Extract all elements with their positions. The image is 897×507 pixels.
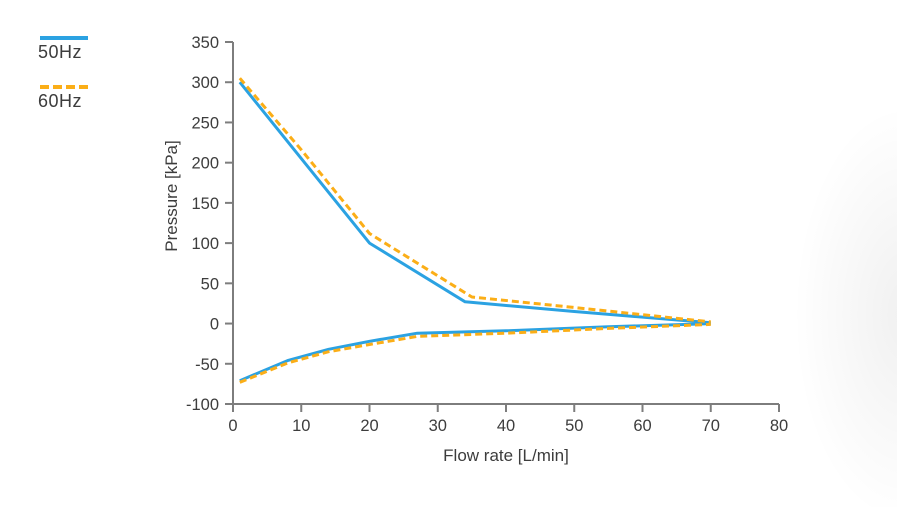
y-axis-title: Pressure [kPa] (162, 140, 181, 252)
chart-legend: 50Hz 60Hz (38, 28, 128, 126)
axis-spines (232, 42, 779, 405)
y-tick-label: 0 (210, 316, 219, 334)
y-tick-label: -50 (195, 356, 219, 374)
x-tick-label: 70 (702, 417, 720, 435)
x-axis-title: Flow rate [L/min] (443, 446, 569, 465)
series-60hz-curve (238, 77, 711, 324)
legend-line-60hz-icon (40, 77, 88, 89)
x-tick-label: 80 (770, 417, 788, 435)
legend-line-50hz-icon (40, 28, 88, 40)
y-tick-label: 250 (191, 114, 219, 132)
series-50hz-curve (238, 81, 711, 325)
y-tick-label: -100 (186, 396, 219, 414)
x-tick-label: 30 (429, 417, 447, 435)
y-tick-label: 50 (201, 275, 219, 293)
legend-label-60hz: 60Hz (38, 91, 83, 111)
series-60hz-curve (239, 322, 711, 384)
legend-swatch-line (40, 85, 88, 89)
y-tick-label: 300 (191, 74, 219, 92)
legend-swatch-line (40, 36, 88, 40)
y-tick-label: 200 (191, 155, 219, 173)
x-tick-label: 40 (497, 417, 515, 435)
x-tick-label: 0 (228, 417, 237, 435)
legend-item-60hz: 60Hz (38, 77, 128, 112)
y-tick-label: 150 (191, 195, 219, 213)
legend-item-50hz: 50Hz (38, 28, 128, 63)
x-tick-label: 60 (633, 417, 651, 435)
series-50hz-curve (239, 322, 711, 383)
y-tick-label: 350 (191, 34, 219, 52)
x-tick-label: 20 (360, 417, 378, 435)
x-tick-label: 10 (292, 417, 310, 435)
x-tick-label: 50 (565, 417, 583, 435)
legend-label-50hz: 50Hz (38, 42, 83, 62)
y-tick-label: 100 (191, 235, 219, 253)
